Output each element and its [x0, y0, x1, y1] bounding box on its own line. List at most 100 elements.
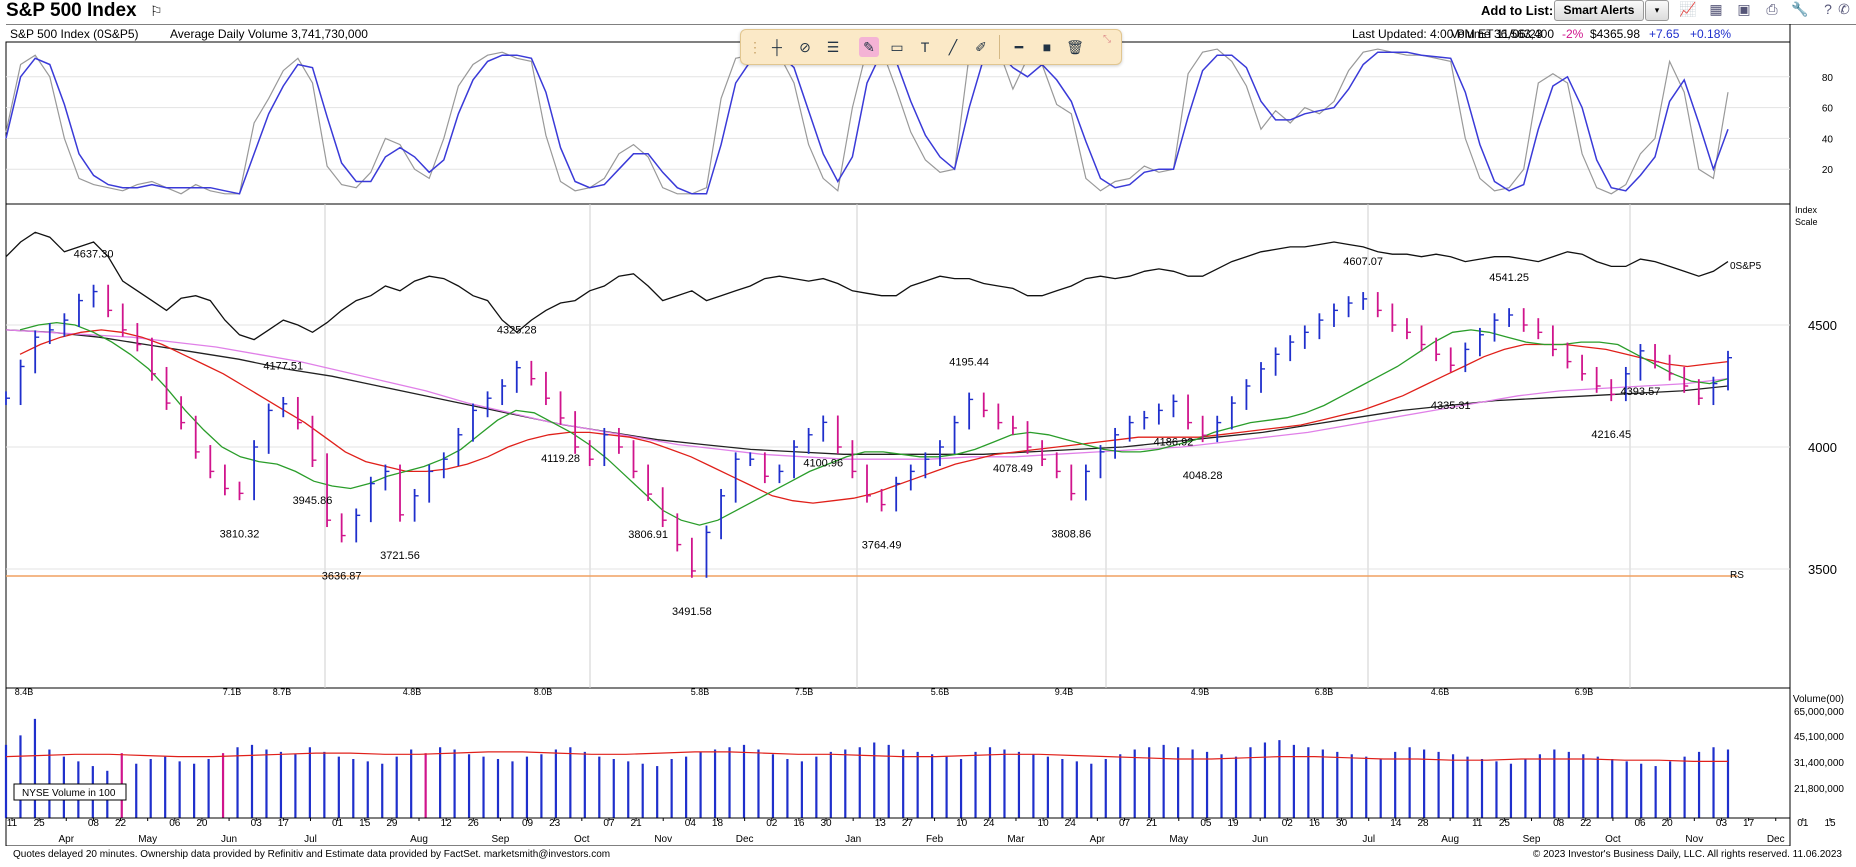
x-month-label: May	[138, 834, 157, 845]
x-month-label: Aug	[1441, 834, 1459, 845]
crosshair-icon[interactable]: ┼	[772, 39, 782, 55]
last-updated-label: Last Updated: 4:00 PM ET 11/06/23	[1352, 27, 1543, 41]
price-tick-label: 4500	[1808, 318, 1837, 333]
volume-tick-label: 31,400,000	[1794, 758, 1844, 769]
price-annotation: 3764.49	[862, 539, 902, 551]
x-day-label: 07	[1119, 818, 1131, 829]
chevron-down-icon[interactable]: ▾	[1645, 0, 1669, 21]
change-label: +7.65	[1649, 27, 1680, 41]
x-day-label: 16	[1309, 818, 1321, 829]
x-month-label: Mar	[1007, 834, 1025, 845]
x-month-label: Aug	[410, 834, 428, 845]
x-day-label: 30	[820, 818, 832, 829]
volume-panel: Volume(00) 65,000,000 45,100,000 31,400,000…	[4, 687, 1844, 818]
price-annotation: 3808.86	[1051, 529, 1091, 541]
price-annotation: 3810.32	[220, 528, 260, 540]
stochastic-tick-label: 60	[1822, 104, 1834, 115]
x-day-label: 28	[1417, 818, 1429, 829]
x-day-label: 10	[956, 818, 968, 829]
rs-line-label: 0S&P5	[1730, 261, 1762, 272]
rs-marker-label: RS	[1730, 570, 1744, 581]
price-annotation: 4216.45	[1591, 429, 1631, 441]
x-month-label: Oct	[1605, 834, 1621, 845]
x-day-label: 26	[468, 818, 480, 829]
x-day-label: 08	[1553, 818, 1565, 829]
price-label: $4365.98	[1590, 27, 1640, 41]
tools-icon[interactable]: 🔧	[1791, 1, 1809, 17]
price-annotation: 3806.91	[628, 529, 668, 541]
page-title: S&P 500 Index	[6, 0, 137, 21]
collapse-icon[interactable]: ⤡	[1103, 34, 1111, 45]
text-tool-icon[interactable]: T	[920, 39, 930, 55]
x-day-label: 20	[1662, 818, 1674, 829]
x-day-label: 12	[441, 818, 453, 829]
price-annotation: 4195.44	[949, 356, 989, 368]
volume-annotation: 6.9B	[1575, 687, 1594, 697]
flag-icon[interactable]: ⚐	[150, 3, 163, 19]
x-day-label: 17	[1743, 818, 1755, 829]
x-month-label: Apr	[58, 834, 74, 845]
line-chart-icon[interactable]: 📈	[1679, 1, 1697, 17]
help-icon[interactable]: ?	[1824, 1, 1832, 17]
price-annotation: 4335.31	[1431, 400, 1471, 412]
phone-icon[interactable]: ✆	[1838, 1, 1850, 17]
volume-annotation: 5.6B	[931, 687, 950, 697]
smart-alerts-button[interactable]: Smart Alerts	[1554, 0, 1644, 21]
price-annotation: 4607.07	[1343, 256, 1383, 268]
chart-area[interactable]: S&P 500 Index (0S&P5) Average Daily Volu…	[0, 24, 1856, 846]
x-month-label: Sep	[492, 834, 510, 845]
list-icon[interactable]: ☰	[826, 39, 840, 55]
volume-tick-label: 45,100,000	[1794, 732, 1844, 743]
price-annotation: 4177.51	[263, 361, 303, 373]
x-month-label: Nov	[1685, 834, 1703, 845]
x-day-label: 08	[88, 818, 100, 829]
x-month-label: Jul	[304, 834, 317, 845]
stochastic-tick-label: 80	[1822, 73, 1834, 84]
printer-icon[interactable]: ⎙	[1766, 1, 1778, 17]
relative-strength-line	[5, 231, 1729, 341]
pen-icon[interactable]: ✐	[975, 39, 987, 55]
x-day-label: 27	[902, 818, 914, 829]
footer-copyright: © 2023 Investor's Business Daily, LLC. A…	[1532, 849, 1842, 860]
volume-annotation: 4.9B	[1191, 687, 1210, 697]
volume-annotation: 4.6B	[1431, 687, 1450, 697]
x-day-label: 01	[1797, 818, 1809, 829]
x-day-label: 16	[793, 818, 805, 829]
stochastic-tick-label: 20	[1822, 165, 1834, 176]
volume-annotation: 8.4B	[15, 687, 34, 697]
line-weight-icon[interactable]: ━	[1014, 39, 1024, 55]
color-swatch-icon[interactable]: ■	[1042, 39, 1052, 55]
x-day-label: 25	[34, 818, 46, 829]
moving-average-200	[5, 329, 1729, 455]
price-annotation: 4637.30	[74, 248, 114, 260]
volume-annotation: 7.1B	[223, 687, 242, 697]
volume-legend-label: NYSE Volume in 100	[22, 788, 116, 799]
hide-drawings-icon[interactable]: ⊘	[799, 39, 811, 55]
x-day-label: 06	[1634, 818, 1646, 829]
volume-tick-label: 21,800,000	[1794, 784, 1844, 795]
trash-icon[interactable]: 🗑	[1066, 39, 1084, 55]
moving-average-21	[19, 321, 1729, 526]
stochastic-panel: 80 60 40 20	[5, 48, 1834, 195]
volume-annotation: 5.8B	[691, 687, 710, 697]
x-day-label: 22	[1580, 818, 1592, 829]
volume-tick-label: 65,000,000	[1794, 707, 1844, 718]
volume-annotation: 8.0B	[534, 687, 553, 697]
x-day-label: 04	[685, 818, 697, 829]
trendline-icon[interactable]: ╱	[948, 39, 958, 55]
orange-chart-icon[interactable]: ▣	[1737, 1, 1751, 17]
x-day-label: 22	[115, 818, 127, 829]
x-day-label: 20	[196, 818, 208, 829]
grid-layout-icon[interactable]: ▦	[1709, 1, 1723, 17]
x-month-label: Feb	[926, 834, 944, 845]
x-day-label: 07	[603, 818, 615, 829]
x-day-label: 13	[875, 818, 887, 829]
rectangle-icon[interactable]: ▭	[890, 39, 904, 55]
x-day-label: 02	[1282, 818, 1294, 829]
volume-annotation: 9.4B	[1055, 687, 1074, 697]
drag-handle-icon[interactable]: ⋮	[748, 39, 762, 55]
index-scale-label: Index	[1795, 205, 1818, 215]
x-axis: 11 25 Apr 08 22 May 06 20 Jun 03 17 Jul 01 15 29 Aug 12 2…	[6, 817, 1836, 845]
highlighter-icon[interactable]: ✎	[859, 37, 879, 57]
stochastic-tick-label: 40	[1822, 134, 1834, 145]
